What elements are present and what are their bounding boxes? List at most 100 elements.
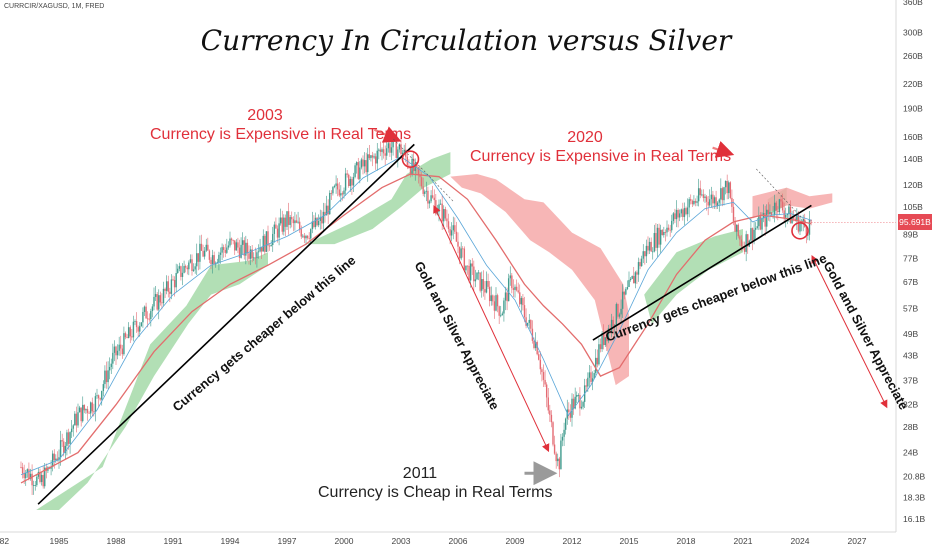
candle-body-76	[140, 322, 143, 327]
candle-body-142	[245, 242, 247, 256]
x-tick-0: 982	[0, 536, 9, 546]
candle-body-306	[504, 292, 507, 301]
candle-body-276	[457, 241, 459, 247]
candle-body-160	[273, 224, 276, 234]
candle-body-24	[58, 457, 60, 461]
candle-body-42	[86, 409, 89, 413]
candle-body-253	[420, 177, 423, 187]
candle-body-328	[539, 359, 542, 370]
candle-body-136	[235, 242, 238, 251]
candle-body-357	[585, 385, 587, 387]
candle-body-19	[50, 466, 52, 469]
candle-body-410	[669, 229, 671, 231]
candle-body-69	[129, 327, 131, 337]
candle-body-273	[452, 225, 454, 231]
candle-body-146	[251, 249, 253, 259]
candle-body-282	[466, 265, 469, 267]
candle-body-351	[576, 395, 578, 397]
candle-body-111	[196, 253, 198, 267]
candle-body-37	[78, 407, 81, 413]
candle-body-494	[802, 219, 804, 223]
candle-body-462	[751, 228, 754, 241]
candle-body-408	[666, 227, 668, 233]
candle-body-364	[596, 357, 599, 365]
candle-body-312	[514, 286, 516, 290]
trendline-2	[592, 204, 812, 341]
candle-body-33	[72, 425, 74, 429]
candle-body-332	[545, 384, 548, 398]
candle-body-0	[20, 467, 22, 468]
candle-body-39	[82, 404, 84, 422]
y-tick-4: 190B	[903, 103, 923, 113]
candle-body-401	[655, 232, 657, 248]
candle-body-397	[648, 241, 651, 251]
candle-body-177	[300, 229, 302, 237]
candle-body-458	[745, 234, 747, 252]
candle-body-161	[275, 224, 277, 229]
candle-body-186	[314, 217, 317, 228]
candle-body-423	[690, 199, 692, 201]
candle-body-264	[438, 204, 440, 212]
candle-body-176	[298, 221, 301, 230]
candle-body-429	[699, 188, 701, 196]
candle-body-82	[150, 311, 152, 320]
candle-body-218	[365, 160, 367, 173]
candle-body-120	[210, 259, 212, 265]
candle-body-418	[682, 209, 684, 218]
candle-body-200	[336, 183, 339, 190]
ma-fast-line	[20, 156, 812, 476]
y-tick-12: 57B	[903, 304, 918, 314]
candle-body-150	[257, 251, 260, 253]
candle-body-124	[216, 262, 219, 263]
candle-body-121	[211, 255, 214, 265]
candle-body-439	[715, 197, 717, 206]
candle-body-162	[276, 228, 279, 238]
candle-body-447	[728, 182, 730, 194]
candle-body-8	[32, 485, 35, 486]
annotation-2011-text: Currency is Cheap in Real Terms	[318, 484, 553, 501]
candle-body-484	[786, 214, 789, 216]
candle-body-28	[64, 445, 67, 453]
candle-body-318	[523, 305, 526, 318]
candle-body-371	[607, 328, 610, 342]
candle-body-190	[321, 216, 323, 224]
candle-body-468	[761, 218, 763, 230]
x-tick-15: 2027	[848, 536, 867, 546]
candle-body-379	[620, 308, 622, 315]
candle-body-386	[631, 276, 633, 279]
y-tick-6: 140B	[903, 154, 923, 164]
cloud-red-1	[752, 187, 833, 219]
candle-body-65	[123, 333, 125, 355]
candle-body-275	[455, 231, 458, 242]
candle-body-297	[490, 295, 492, 302]
candle-body-99	[177, 268, 179, 274]
candle-body-327	[538, 354, 540, 360]
candle-body-237	[395, 138, 397, 158]
candle-body-427	[696, 201, 698, 203]
highlight-circle-1	[401, 150, 420, 168]
candle-body-496	[805, 226, 808, 235]
candle-body-105	[186, 267, 188, 270]
candle-body-394	[644, 251, 646, 257]
dashed-guide-2	[756, 168, 806, 223]
candle-body-474	[770, 212, 773, 216]
candle-body-459	[747, 234, 749, 247]
candle-body-191	[322, 211, 325, 224]
candle-body-438	[713, 197, 716, 204]
candle-body-261	[433, 197, 435, 201]
candle-body-10	[36, 476, 38, 486]
candle-body-89	[161, 302, 163, 304]
candle-body-289	[477, 272, 480, 274]
candle-body-321	[528, 319, 530, 323]
candle-body-301	[496, 295, 499, 307]
candle-body-224	[374, 156, 377, 164]
candle-body-194	[327, 205, 329, 215]
candle-body-316	[520, 298, 523, 305]
candle-body-308	[507, 278, 510, 302]
candle-body-242	[403, 149, 405, 153]
candle-body-6	[29, 473, 32, 479]
candle-body-495	[804, 219, 806, 227]
candle-body-56	[108, 366, 111, 371]
candle-body-359	[588, 372, 591, 378]
